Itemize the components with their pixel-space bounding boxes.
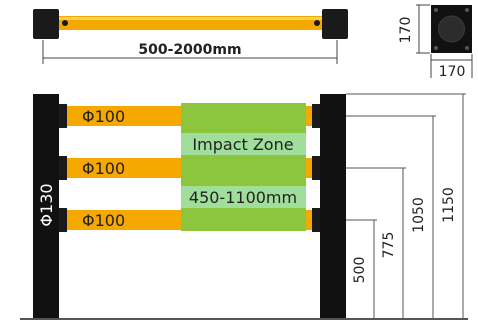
height-500-label: 500 — [352, 257, 368, 284]
top-rail-assembly — [33, 9, 348, 39]
base-plate-bolt-br — [465, 46, 469, 50]
rail-2-left-cap — [59, 156, 67, 180]
rail-2-right-cap — [312, 156, 320, 180]
impact-zone-title: Impact Zone — [192, 135, 293, 154]
right-post — [320, 94, 346, 318]
impact-zone-range-bg — [181, 186, 306, 208]
post-diameter-label: Φ130 — [37, 183, 56, 226]
rail-1-zone-segment — [181, 106, 306, 126]
base-plate — [431, 5, 472, 53]
top-rail-left-bolt — [62, 20, 68, 26]
rail-3-right-cap — [312, 208, 320, 232]
top-rail-left-plate — [33, 9, 59, 39]
left-post — [33, 94, 59, 318]
plate-height-label: 170 — [398, 17, 414, 44]
rail-3: Φ100 — [59, 208, 320, 232]
ground-line — [20, 318, 468, 320]
rail-1-diameter-label: Φ100 — [82, 107, 125, 126]
length-dim-label: 500-2000mm — [138, 42, 241, 58]
rail-2-zone-segment — [181, 158, 306, 178]
base-plate-bolt-bl — [434, 46, 438, 50]
rail-1-left-cap — [59, 104, 67, 128]
top-rail-right-bolt — [314, 20, 320, 26]
rail-1: Φ100 — [59, 104, 320, 128]
rail-3-diameter-label: Φ100 — [82, 211, 125, 230]
plate-width-label: 170 — [439, 64, 466, 80]
base-plate-bolt-tr — [465, 8, 469, 12]
impact-zone-range: 450-1100mm — [189, 188, 297, 207]
height-775-label: 775 — [381, 232, 397, 259]
rail-3-left-cap — [59, 208, 67, 232]
top-rail-highlight — [52, 17, 330, 20]
rail-1-right-cap — [312, 104, 320, 128]
rail-2-diameter-label: Φ100 — [82, 159, 125, 178]
base-plate-bolt-tl — [434, 8, 438, 12]
rail-3-zone-segment — [181, 210, 306, 230]
rail-2: Φ100 — [59, 156, 320, 180]
base-plate-center — [438, 15, 465, 43]
top-rail-right-plate — [322, 9, 348, 39]
impact-zone-title-bg — [181, 133, 306, 155]
height-1050-label: 1050 — [411, 197, 427, 233]
height-dimensions — [346, 93, 466, 318]
height-1150-label: 1150 — [441, 187, 457, 223]
